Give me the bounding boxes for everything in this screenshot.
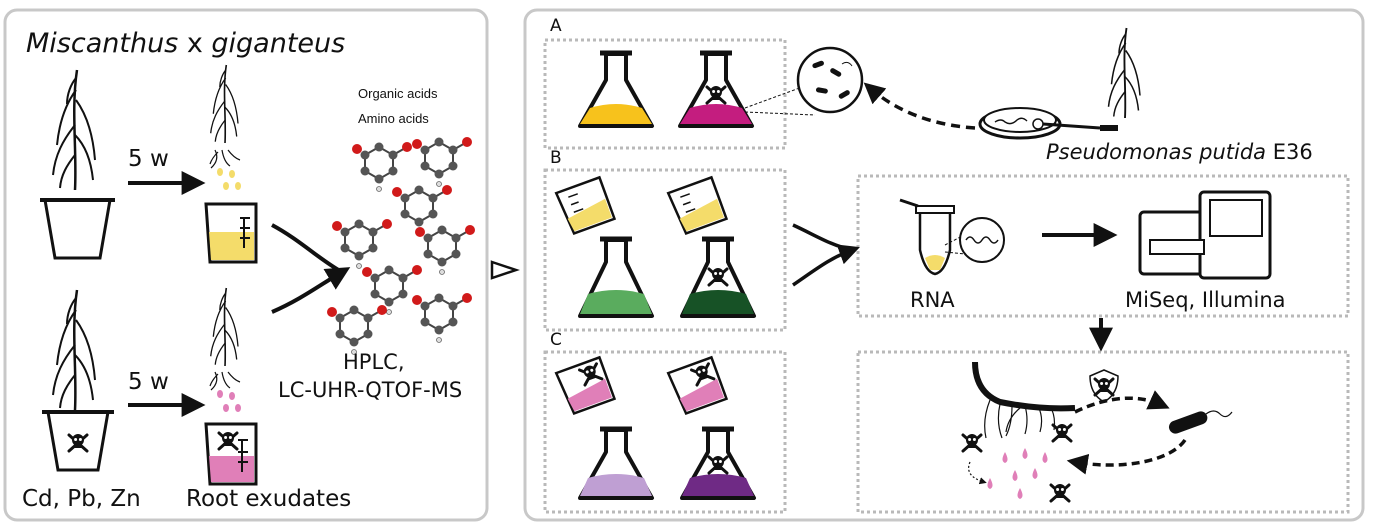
isolation-arrow xyxy=(863,82,976,130)
molecule-icon xyxy=(331,218,393,270)
magnifier-bacteria-icon xyxy=(796,46,864,114)
skull-icon xyxy=(1051,422,1073,443)
bacterium-icon xyxy=(1168,410,1233,434)
exudates-label: Root exudates xyxy=(186,486,352,512)
skull-icon xyxy=(1049,482,1071,503)
pot-icon xyxy=(43,198,112,260)
panel-b-box xyxy=(543,168,787,332)
molecule-icon xyxy=(414,224,476,276)
plant-species-title: Miscanthus x giganteus xyxy=(26,30,345,57)
amino-acids-label: Amino acids xyxy=(358,111,429,126)
root-icon xyxy=(209,149,241,169)
title-genus: Miscanthus xyxy=(26,28,179,59)
flask-icon xyxy=(578,236,654,318)
petri-dish-icon xyxy=(978,107,1118,140)
title-cross: x xyxy=(178,28,212,59)
model-box xyxy=(856,350,1350,514)
root-icon xyxy=(972,361,1076,439)
exudate-drops-pink xyxy=(987,448,1048,499)
plant-icon xyxy=(209,287,239,367)
beaker-icon xyxy=(554,355,617,416)
tube-icon xyxy=(899,198,955,276)
flask-icon xyxy=(578,50,654,128)
plant-icon xyxy=(1107,27,1141,119)
plant-icon xyxy=(51,68,97,192)
beaker-icon xyxy=(554,175,617,236)
metals-label: Cd, Pb, Zn xyxy=(22,486,141,512)
molecule-icon xyxy=(411,292,473,344)
plant-icon xyxy=(51,288,97,412)
title-species: giganteus xyxy=(211,28,346,59)
panel-a-label: A xyxy=(550,16,562,36)
strain-id: E36 xyxy=(1266,140,1313,164)
sequencer-icon xyxy=(1138,190,1272,280)
species-name: Pseudomonas putida xyxy=(1046,140,1267,164)
root-icon xyxy=(209,371,241,391)
panel-connector-arrow xyxy=(490,260,520,280)
skull-icon xyxy=(961,432,983,453)
method-label-1: HPLC, xyxy=(343,350,405,374)
flask-icon xyxy=(680,426,756,500)
molecule-icon xyxy=(361,264,423,316)
flask-icon xyxy=(678,50,754,128)
duration-label-bottom: 5 w xyxy=(128,369,169,395)
beaker-icon xyxy=(204,422,258,486)
beaker-icon xyxy=(204,202,258,264)
rna-label: RNA xyxy=(910,288,955,312)
left-panel-frame xyxy=(3,8,489,522)
beaker-icon xyxy=(666,175,729,236)
shield-icon xyxy=(1089,369,1119,403)
panel-a-box xyxy=(543,38,787,150)
method-label-2: LC-UHR-QTOF-MS xyxy=(278,378,463,402)
sequencer-label: MiSeq, Illumina xyxy=(1125,288,1286,312)
signal-arrow xyxy=(1074,390,1170,414)
magnifier-rna-icon xyxy=(959,217,1005,263)
exudate-drops-yellow xyxy=(217,168,241,190)
panel-c-label: C xyxy=(550,330,562,350)
molecule-icon xyxy=(351,141,413,193)
flask-icon xyxy=(578,426,654,500)
plant-icon xyxy=(209,64,239,144)
organic-acids-label: Organic acids xyxy=(358,86,438,101)
molecule-icon xyxy=(326,304,388,356)
beaker-icon xyxy=(666,355,729,416)
molecule-icon xyxy=(411,136,473,188)
flask-icon xyxy=(680,236,756,318)
right-panel-frame xyxy=(523,8,1365,522)
response-arrow xyxy=(1066,438,1187,475)
merge-arrow-right xyxy=(792,223,853,252)
panel-b-label: B xyxy=(550,148,562,168)
exudate-drops-pink xyxy=(217,390,241,412)
panel-c-box xyxy=(543,350,787,514)
merge-arrow xyxy=(271,223,343,274)
bacterium-name: Pseudomonas putida E36 xyxy=(1046,142,1313,163)
duration-label-top: 5 w xyxy=(128,146,169,172)
